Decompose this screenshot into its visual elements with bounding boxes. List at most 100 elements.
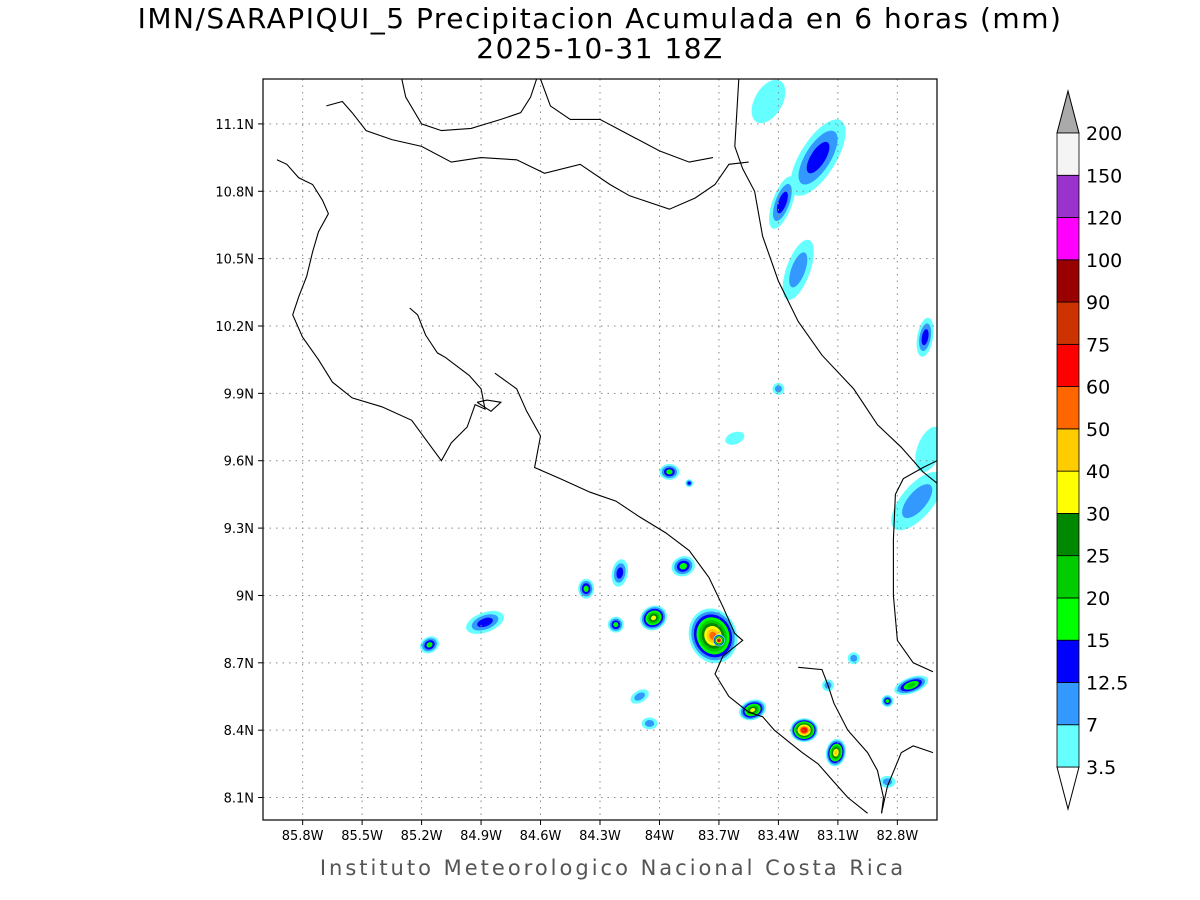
precip-cell (466, 610, 504, 634)
coastline (539, 79, 714, 163)
precip-contour-fill (718, 639, 720, 642)
legend-swatch (1056, 343, 1080, 388)
precip-contour-fill (915, 426, 937, 473)
legend-swatch (1056, 555, 1080, 599)
legend-level-label: 120 (1086, 208, 1122, 230)
x-tick-label: 85.5W (341, 829, 383, 844)
precip-contour-fill (583, 585, 589, 592)
footer-institution: Instituto Meteorologico Nacional Costa R… (319, 856, 907, 880)
precipitation-fields (420, 79, 937, 788)
legend-level-label: 12.5 (1086, 672, 1128, 694)
y-tick-label: 9.6N (224, 455, 254, 470)
precip-contour-fill (776, 191, 788, 214)
precip-contour-fill (634, 692, 645, 701)
x-tick-label: 84.6W (520, 829, 562, 844)
x-tick-label: 84W (645, 829, 675, 844)
precip-cell (916, 317, 934, 357)
precip-contour-fill (750, 707, 756, 712)
precip-contour-fill (834, 750, 838, 755)
legend-level-label: 100 (1086, 250, 1122, 272)
x-tick-label: 84.3W (579, 829, 621, 844)
precip-contour-fill (802, 728, 806, 732)
precip-contour-fill (477, 617, 493, 628)
precip-contour-fill (789, 252, 808, 288)
precip-cell (607, 616, 624, 633)
legend-level-label: 7 (1086, 715, 1098, 737)
legend-swatch (1056, 301, 1080, 345)
precip-contour-fill (885, 699, 890, 703)
coastline (880, 745, 934, 814)
precip-contour-fill (725, 431, 745, 445)
y-tick-label: 11.1N (215, 118, 254, 133)
x-tick-label: 84.9W (460, 829, 502, 844)
precip-contour-fill (902, 484, 933, 519)
legend-swatch (1056, 470, 1080, 514)
precip-cell (825, 738, 846, 767)
precip-cell (578, 578, 595, 599)
precip-cell (611, 559, 628, 587)
precip-contour-fill (666, 469, 673, 475)
coastline (892, 460, 937, 673)
precip-contour-fill (774, 385, 782, 393)
precip-cell (671, 556, 695, 577)
y-tick-label: 8.1N (224, 792, 254, 807)
precip-cell (420, 636, 439, 654)
map-gridlines (263, 79, 937, 820)
legend-swatch (1056, 597, 1080, 641)
precip-contour-fill (679, 563, 687, 570)
precip-cell (772, 382, 785, 395)
coastline (734, 79, 937, 484)
legend-swatch (1056, 682, 1080, 726)
precip-contour-fill (687, 481, 691, 485)
legend-level-label: 60 (1086, 377, 1110, 399)
precip-cell (881, 695, 894, 707)
coastlines-borders (276, 79, 937, 814)
precip-cell (641, 717, 658, 730)
precip-cell (751, 79, 786, 124)
precip-cell (769, 176, 796, 229)
precip-contour-fill (906, 682, 916, 688)
legend-swatch (1056, 217, 1080, 261)
precip-cell (659, 464, 680, 480)
y-tick-label: 8.7N (224, 657, 254, 672)
legend-under-arrow (1056, 766, 1080, 811)
color-legend: 3.5 7 12.5 15 20 25 30 40 50 60 75 90 100 120 150 200 (1056, 89, 1128, 811)
legend-level-label: 20 (1086, 588, 1110, 610)
y-tick-label: 9.3N (224, 522, 254, 537)
precip-cell (847, 652, 860, 665)
coastline (476, 399, 503, 412)
precip-cell (894, 675, 929, 695)
x-tick-label: 83.1W (817, 829, 859, 844)
precip-cell (915, 426, 937, 473)
precip-cell (685, 479, 694, 488)
coastline (401, 79, 538, 132)
precip-cell (782, 239, 814, 300)
x-tick-label: 85.2W (401, 829, 443, 844)
legend-level-label: 150 (1086, 165, 1122, 187)
legend-swatch (1056, 259, 1080, 303)
x-tick-label: 83.7W (698, 829, 740, 844)
y-tick-label: 10.8N (215, 185, 254, 200)
legend-level-label: 200 (1086, 123, 1122, 145)
precip-contour-fill (850, 654, 858, 662)
precip-contour-fill (616, 567, 624, 579)
legend-level-label: 90 (1086, 292, 1110, 314)
precip-cell (712, 634, 725, 647)
precip-cell (630, 689, 649, 704)
y-tick-label: 9N (236, 589, 254, 604)
legend-level-label: 30 (1086, 503, 1110, 525)
legend-swatch (1056, 174, 1080, 218)
precip-contour-fill (650, 615, 657, 621)
x-tick-label: 83.4W (758, 829, 800, 844)
legend-swatch (1056, 513, 1080, 557)
legend-swatch (1056, 724, 1080, 768)
precip-cell (725, 431, 745, 445)
legend-level-label: 25 (1086, 546, 1110, 568)
legend-swatch (1056, 386, 1080, 430)
x-tick-label: 85.8W (282, 829, 324, 844)
precip-contour-fill (426, 642, 433, 648)
coastline (494, 372, 868, 814)
precip-cell (640, 605, 667, 631)
y-tick-label: 10.5N (215, 253, 254, 268)
chart-subtitle-date: 2025-10-31 18Z (476, 32, 724, 65)
